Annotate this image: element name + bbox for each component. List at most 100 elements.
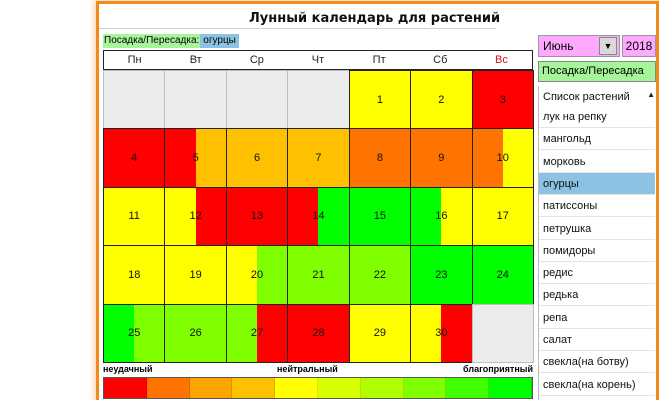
day-number: 19 xyxy=(189,268,202,281)
plant-list-item[interactable]: салат xyxy=(539,329,655,351)
day-number: 8 xyxy=(376,152,383,165)
day-fill xyxy=(349,71,411,129)
plant-list-item[interactable]: патиссоны xyxy=(539,195,655,218)
weekday-label: Вт xyxy=(189,54,202,66)
plant-list-item[interactable]: редис xyxy=(539,262,655,285)
day-cell[interactable]: 9 xyxy=(410,128,473,188)
plant-list-item[interactable]: редька xyxy=(539,284,655,307)
day-number: 18 xyxy=(128,268,141,281)
action-select-button[interactable]: Посадка/Пересадка xyxy=(538,61,656,82)
legend-swatch xyxy=(489,378,532,398)
day-fill xyxy=(104,246,165,304)
day-cell[interactable]: 20 xyxy=(225,245,289,305)
day-cell[interactable]: 21 xyxy=(287,245,350,305)
day-cell[interactable]: 30 xyxy=(410,303,473,363)
day-cell[interactable]: 14 xyxy=(287,186,350,247)
day-cell[interactable]: 24 xyxy=(471,245,534,305)
day-cell[interactable]: 23 xyxy=(410,245,473,305)
day-number: 14 xyxy=(312,210,325,223)
day-number: 22 xyxy=(373,268,387,281)
legend-swatch xyxy=(317,378,361,398)
empty-day-cell xyxy=(103,70,166,130)
day-fill xyxy=(165,129,196,187)
weekday-label: Вс xyxy=(494,54,508,66)
day-number: 13 xyxy=(250,210,264,223)
day-number: 6 xyxy=(253,152,261,165)
weekday-label: Ср xyxy=(249,54,264,66)
month-select[interactable]: Июнь ▼ xyxy=(538,35,620,57)
day-fill xyxy=(411,129,472,187)
calendar-window: Лунный календарь для растений Посадка/Пе… xyxy=(96,1,659,400)
empty-day-cell xyxy=(225,70,289,130)
day-cell[interactable]: 6 xyxy=(225,128,289,188)
day-cell[interactable]: 27 xyxy=(225,303,289,363)
day-cell[interactable]: 15 xyxy=(348,186,412,247)
day-cell[interactable]: 7 xyxy=(287,128,350,188)
day-number: 4 xyxy=(131,152,138,165)
weekday-header: Пн Вт Ср Чт Пт Сб Вс xyxy=(103,50,533,70)
plant-list-item[interactable]: свекла(на ботву) xyxy=(539,351,655,374)
day-cell[interactable]: 19 xyxy=(164,245,227,305)
day-fill xyxy=(288,304,349,362)
day-number: 30 xyxy=(435,327,448,340)
day-number: 3 xyxy=(499,93,506,106)
plant-list-item[interactable]: свекла(на корень) xyxy=(539,374,655,396)
day-number: 16 xyxy=(435,210,448,223)
day-fill xyxy=(411,304,442,362)
day-cell[interactable]: 2 xyxy=(410,70,473,130)
day-cell[interactable]: 26 xyxy=(164,303,227,363)
legend-swatch xyxy=(189,378,233,398)
day-fill xyxy=(226,129,288,187)
day-fill xyxy=(288,129,349,187)
day-cell[interactable]: 16 xyxy=(410,186,473,247)
selected-action-label: Посадка/Пересадка: xyxy=(103,34,201,48)
day-cell[interactable]: 11 xyxy=(103,186,166,247)
day-cell[interactable]: 22 xyxy=(348,245,412,305)
plant-list-item[interactable]: мангольд xyxy=(539,128,655,151)
day-cell[interactable]: 3 xyxy=(471,70,534,130)
day-cell[interactable]: 18 xyxy=(103,245,166,305)
day-fill xyxy=(257,304,288,362)
day-cell[interactable]: 13 xyxy=(225,186,289,247)
plant-list-item[interactable]: лук на репку xyxy=(539,106,655,128)
day-cell[interactable]: 25 xyxy=(103,303,166,363)
day-cell[interactable]: 4 xyxy=(103,128,166,188)
plant-list-item[interactable]: петрушка xyxy=(539,218,655,240)
year-field[interactable]: 2018 xyxy=(622,35,656,57)
day-number: 2 xyxy=(438,93,445,106)
day-cell[interactable]: 12 xyxy=(164,186,227,247)
plant-list-item[interactable]: огурцы xyxy=(539,172,655,195)
day-fill xyxy=(195,129,226,187)
chevron-down-icon[interactable]: ▼ xyxy=(599,37,617,55)
day-number: 28 xyxy=(312,327,325,340)
legend-labels: неудачный нейтральный благоприятный xyxy=(103,364,533,376)
day-number: 25 xyxy=(128,327,141,340)
day-number: 9 xyxy=(438,152,445,165)
title-text: Лунный календарь для растений xyxy=(249,10,501,26)
day-fill xyxy=(411,246,472,304)
day-fill xyxy=(134,304,165,362)
plant-list-item[interactable]: репа xyxy=(539,307,655,329)
day-cell[interactable]: 1 xyxy=(348,70,412,130)
day-cell[interactable]: 5 xyxy=(164,128,227,188)
day-cell[interactable]: 17 xyxy=(471,186,534,247)
legend-swatch xyxy=(275,378,318,398)
day-number: 23 xyxy=(435,268,448,281)
day-number: 17 xyxy=(496,210,509,223)
day-fill xyxy=(318,187,349,246)
legend-bad-label: неудачный xyxy=(103,364,153,374)
plant-list-item[interactable]: морковь xyxy=(539,151,655,173)
day-cell[interactable]: 29 xyxy=(348,303,412,363)
plant-list[interactable]: Список растений ▲ лук на репку мангольд мо… xyxy=(538,86,656,400)
day-number: 24 xyxy=(496,268,509,281)
day-cell[interactable]: 8 xyxy=(348,128,412,188)
day-cell[interactable]: 10 xyxy=(471,128,534,188)
day-number: 20 xyxy=(250,268,264,281)
empty-day-cell xyxy=(164,70,227,130)
plant-list-item[interactable]: помидоры xyxy=(539,240,655,262)
day-fill xyxy=(441,187,472,246)
day-cell[interactable]: 28 xyxy=(287,303,350,363)
scroll-up-icon[interactable]: ▲ xyxy=(647,90,655,99)
weekday-label: Чт xyxy=(311,54,325,66)
day-fill xyxy=(288,246,349,304)
